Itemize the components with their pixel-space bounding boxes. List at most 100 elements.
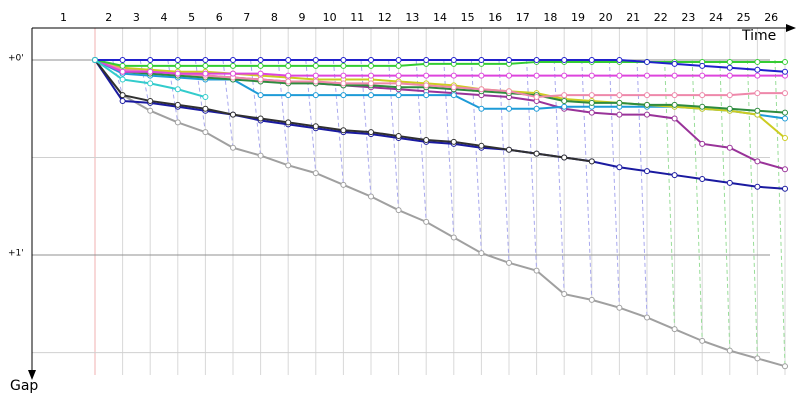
data-point xyxy=(395,92,402,99)
data-point xyxy=(257,62,264,69)
data-point xyxy=(699,62,706,69)
data-point xyxy=(368,62,374,69)
data-point xyxy=(423,92,430,99)
data-point xyxy=(147,97,154,104)
data-point xyxy=(202,105,209,112)
lap-line xyxy=(470,59,482,254)
x-tick-label: 1 xyxy=(60,11,67,24)
data-point xyxy=(368,80,374,87)
data-point xyxy=(561,97,568,104)
data-point xyxy=(450,84,457,91)
data-point xyxy=(119,97,126,104)
lap-line xyxy=(305,59,317,174)
data-point xyxy=(202,129,209,136)
data-point xyxy=(119,62,126,69)
data-point xyxy=(368,56,374,63)
data-point xyxy=(644,314,650,321)
data-point xyxy=(644,92,650,99)
data-point xyxy=(423,72,430,79)
data-point xyxy=(340,127,347,134)
data-point xyxy=(533,150,540,157)
data-point xyxy=(671,72,678,79)
data-point xyxy=(312,72,319,79)
data-point xyxy=(644,58,650,65)
data-point xyxy=(174,56,181,63)
data-point xyxy=(368,193,374,200)
x-tick-label: 9 xyxy=(299,11,306,24)
data-point xyxy=(754,107,761,114)
data-point xyxy=(478,250,485,257)
data-point xyxy=(423,56,430,63)
data-point xyxy=(478,72,485,79)
data-point xyxy=(782,109,788,116)
data-point xyxy=(174,119,181,126)
data-point xyxy=(340,72,347,79)
series-line xyxy=(94,59,785,77)
x-tick-label: 19 xyxy=(571,11,585,24)
data-point xyxy=(478,56,485,63)
data-point xyxy=(699,92,706,99)
data-point xyxy=(671,60,678,67)
data-point xyxy=(506,72,512,79)
data-point xyxy=(644,168,650,175)
data-point xyxy=(754,58,761,65)
data-point xyxy=(230,111,236,118)
data-point xyxy=(285,92,292,99)
data-point xyxy=(147,68,154,75)
data-point xyxy=(257,152,264,159)
data-point xyxy=(147,80,154,87)
x-tick-label: 6 xyxy=(216,11,223,24)
data-point xyxy=(230,70,236,77)
lap-line xyxy=(636,59,648,318)
x-tick-label: 18 xyxy=(543,11,557,24)
data-point xyxy=(616,111,623,118)
data-point xyxy=(368,129,374,136)
data-point xyxy=(726,58,733,65)
data-point xyxy=(782,115,788,122)
data-point xyxy=(616,99,623,106)
series-line xyxy=(94,59,786,368)
series-line xyxy=(94,59,785,67)
data-point xyxy=(754,90,761,97)
series-line xyxy=(95,58,786,73)
lap-line xyxy=(664,59,676,330)
x-tick-label: 24 xyxy=(709,11,723,24)
lap-line xyxy=(774,59,786,367)
data-point xyxy=(754,355,761,362)
data-point xyxy=(588,92,595,99)
data-point xyxy=(506,105,512,112)
data-point xyxy=(119,76,126,83)
data-point xyxy=(699,103,706,110)
y-axis-title: Gap xyxy=(10,378,38,394)
data-point xyxy=(588,56,595,63)
data-point xyxy=(423,218,430,225)
data-point xyxy=(395,72,402,79)
data-point xyxy=(616,56,623,63)
data-point xyxy=(726,92,733,99)
data-point xyxy=(699,337,706,344)
data-point xyxy=(312,123,319,130)
data-point xyxy=(285,72,292,79)
data-point xyxy=(561,291,568,298)
data-point xyxy=(726,105,733,112)
data-point xyxy=(368,92,374,99)
x-tick-label: 13 xyxy=(405,11,419,24)
y-axis-arrow xyxy=(28,370,36,380)
data-point xyxy=(644,111,650,118)
x-tick-label: 22 xyxy=(654,11,668,24)
data-point xyxy=(671,115,678,122)
data-point xyxy=(450,138,457,145)
x-tick-label: 12 xyxy=(378,11,392,24)
x-axis-title: Time xyxy=(741,28,776,44)
data-point xyxy=(478,142,485,149)
data-point xyxy=(588,296,595,303)
data-point xyxy=(92,56,98,63)
data-point xyxy=(726,179,733,186)
x-tick-label: 17 xyxy=(516,11,530,24)
data-point xyxy=(230,144,236,151)
data-point xyxy=(533,105,540,112)
data-point xyxy=(395,56,402,63)
data-point xyxy=(782,90,788,97)
data-point xyxy=(616,164,623,171)
